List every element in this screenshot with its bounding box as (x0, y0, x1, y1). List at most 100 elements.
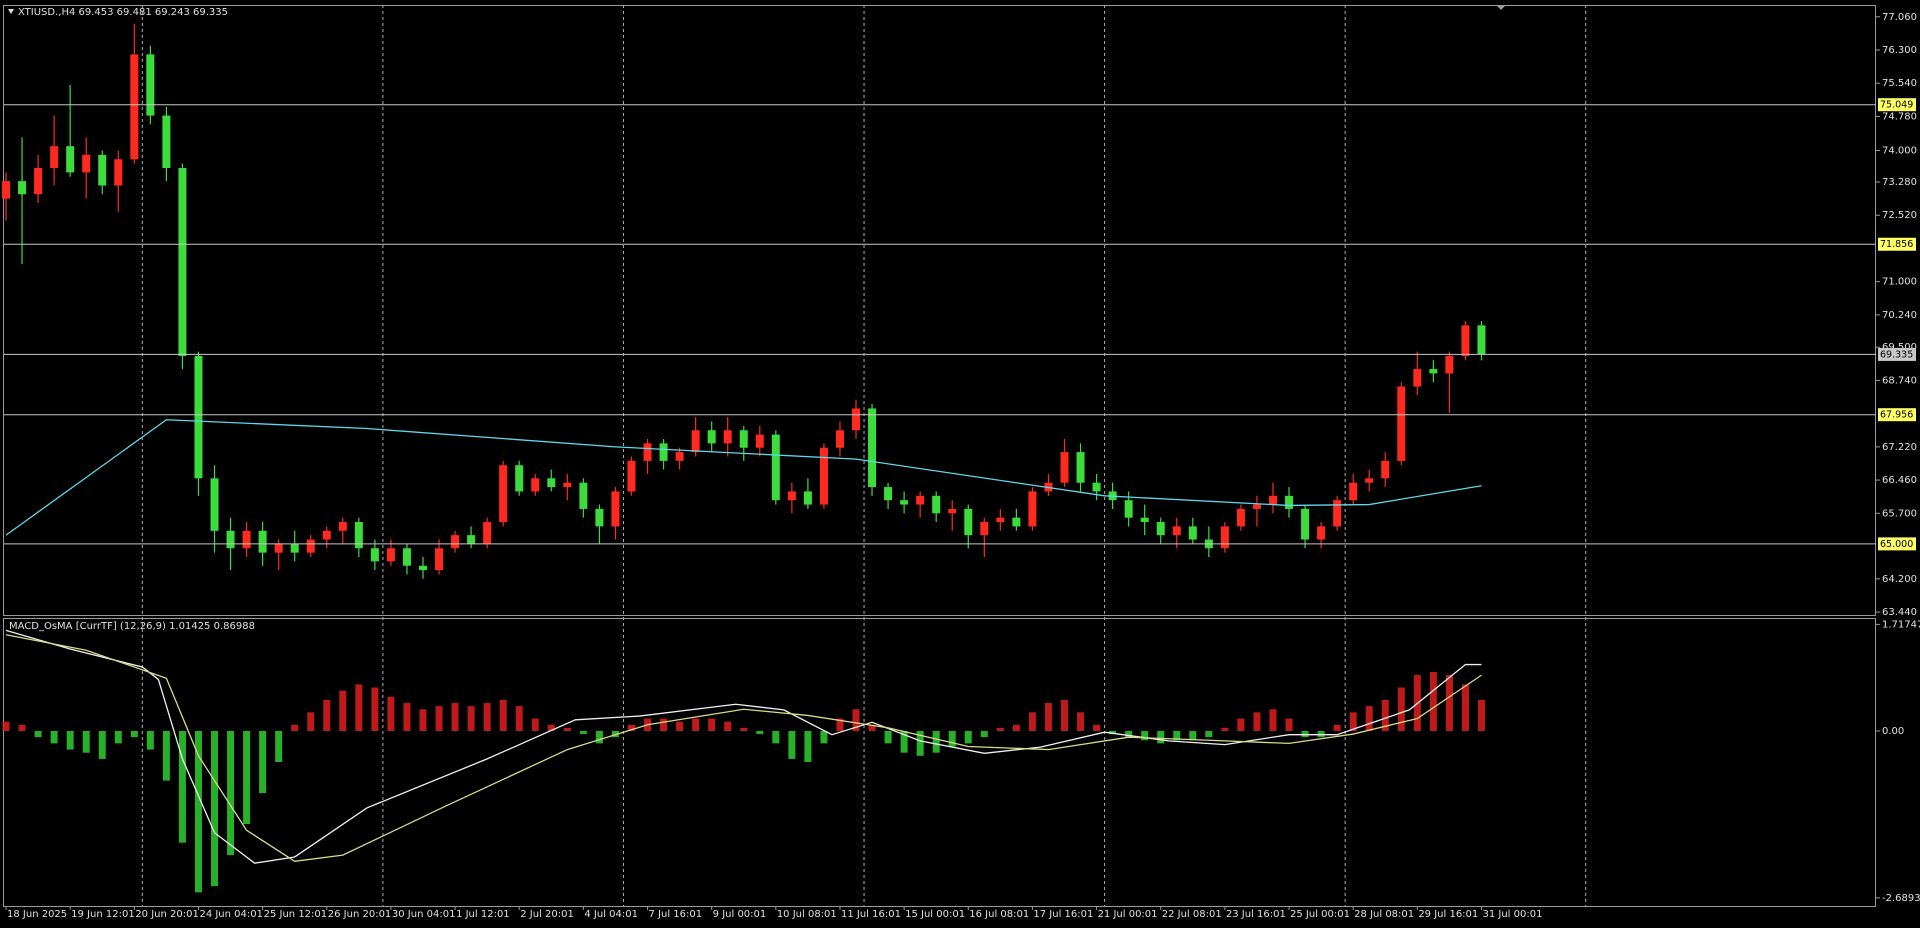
histogram-bar (371, 687, 379, 731)
candle-body (932, 495, 941, 514)
y-tick-label: 77.060 (1882, 12, 1917, 23)
shift-marker[interactable] (1496, 5, 1506, 10)
histogram-bar (579, 730, 587, 735)
x-tick-label: 25 Jul 00:01 (1290, 909, 1350, 920)
histogram-bar (291, 724, 299, 731)
x-tick-label: 31 Jul 00:01 (1482, 909, 1542, 920)
histogram-bar (724, 721, 732, 731)
candle-body (547, 478, 556, 488)
candle-body (948, 508, 957, 514)
histogram-bar (868, 724, 876, 731)
price-level-label: 75.049 (1880, 100, 1913, 111)
histogram-bar (1125, 730, 1133, 738)
candle-body (787, 491, 796, 501)
y-tick-label: 1.71747 (1882, 619, 1920, 630)
price-level-label: 65.000 (1880, 539, 1913, 550)
histogram-bar (130, 730, 138, 738)
histogram-bar (355, 684, 363, 731)
histogram-bar (676, 721, 684, 731)
candle-body (18, 181, 27, 195)
candle-body (996, 517, 1005, 523)
x-tick-label: 21 Jul 00:01 (1098, 909, 1158, 920)
histogram-bar (307, 712, 315, 731)
histogram-bar (50, 730, 58, 744)
x-tick-label: 16 Jul 08:01 (969, 909, 1029, 920)
histogram-bar (34, 730, 42, 738)
candle-body (274, 543, 283, 553)
candle-body (386, 548, 395, 562)
y-tick-label: 69.500 (1882, 342, 1917, 353)
indicator-line (5, 629, 1482, 864)
candle-body (627, 460, 636, 492)
histogram-bar (820, 730, 828, 744)
candle-body (1285, 495, 1294, 509)
symbol-menu-icon[interactable] (8, 9, 14, 14)
y-tick-label: 68.740 (1882, 375, 1917, 386)
candle-body (916, 495, 925, 505)
y-tick-label: 64.200 (1882, 574, 1917, 585)
histogram-bar (114, 730, 122, 744)
histogram-bar (772, 730, 780, 744)
histogram-bar (227, 730, 235, 856)
candle-body (435, 548, 444, 571)
x-tick-label: 10 Jul 08:01 (777, 909, 837, 920)
histogram-bar (996, 727, 1004, 731)
histogram-bar (515, 706, 523, 731)
histogram-bar (1060, 699, 1068, 731)
price-level-box (1878, 408, 1916, 422)
candle-body (1413, 369, 1422, 387)
histogram-bar (435, 706, 443, 731)
y-tick-label: 72.520 (1882, 210, 1917, 221)
candle-body (1012, 517, 1021, 527)
candle-body (114, 159, 123, 186)
price-level-box (1878, 347, 1916, 361)
candle-body (659, 443, 668, 461)
candle-body (563, 482, 572, 488)
histogram-bar (1477, 699, 1485, 731)
candle-body (258, 530, 267, 553)
histogram-bar (1173, 730, 1181, 741)
candle-body (66, 146, 75, 173)
x-tick-label: 4 Jul 04:01 (584, 909, 638, 920)
candle-body (1429, 369, 1438, 374)
candle-body (1092, 482, 1101, 492)
candle-body (1301, 508, 1310, 540)
histogram-bar (1461, 684, 1469, 731)
histogram-bar (1077, 712, 1085, 731)
x-tick-label: 24 Jun 04:01 (199, 909, 263, 920)
candle-body (515, 465, 524, 492)
candle-body (595, 508, 604, 527)
candle-body (980, 522, 989, 536)
candle-body (1381, 460, 1390, 479)
histogram-bar (211, 730, 219, 887)
x-tick-label: 7 Jul 16:01 (649, 909, 703, 920)
candle-body (499, 465, 508, 523)
histogram-bar (547, 724, 555, 731)
candle-body (50, 146, 59, 169)
price-level-label: 67.956 (1880, 410, 1913, 421)
histogram-bar (243, 730, 251, 825)
histogram-bar (916, 730, 924, 756)
candle-body (338, 522, 347, 531)
indicator-panel-frame (3, 618, 1876, 907)
histogram-bar (467, 706, 475, 731)
candle-body (1317, 526, 1326, 540)
histogram-bar (836, 718, 844, 731)
candle-body (2, 181, 11, 199)
histogram-bar (1333, 724, 1341, 731)
x-tick-label: 18 Jun 2025 (7, 909, 67, 920)
histogram-bar (178, 730, 186, 843)
histogram-bar (194, 730, 202, 893)
y-tick-label: -2.68938 (1882, 893, 1920, 904)
histogram-bar (1012, 724, 1020, 731)
histogram-bar (387, 696, 395, 731)
histogram-bar (932, 730, 940, 753)
candle-body (1445, 355, 1454, 374)
candle-body (1268, 495, 1277, 505)
candle-body (771, 434, 780, 501)
candle-body (451, 535, 460, 549)
candle-body (483, 522, 492, 544)
histogram-bar (884, 730, 892, 744)
